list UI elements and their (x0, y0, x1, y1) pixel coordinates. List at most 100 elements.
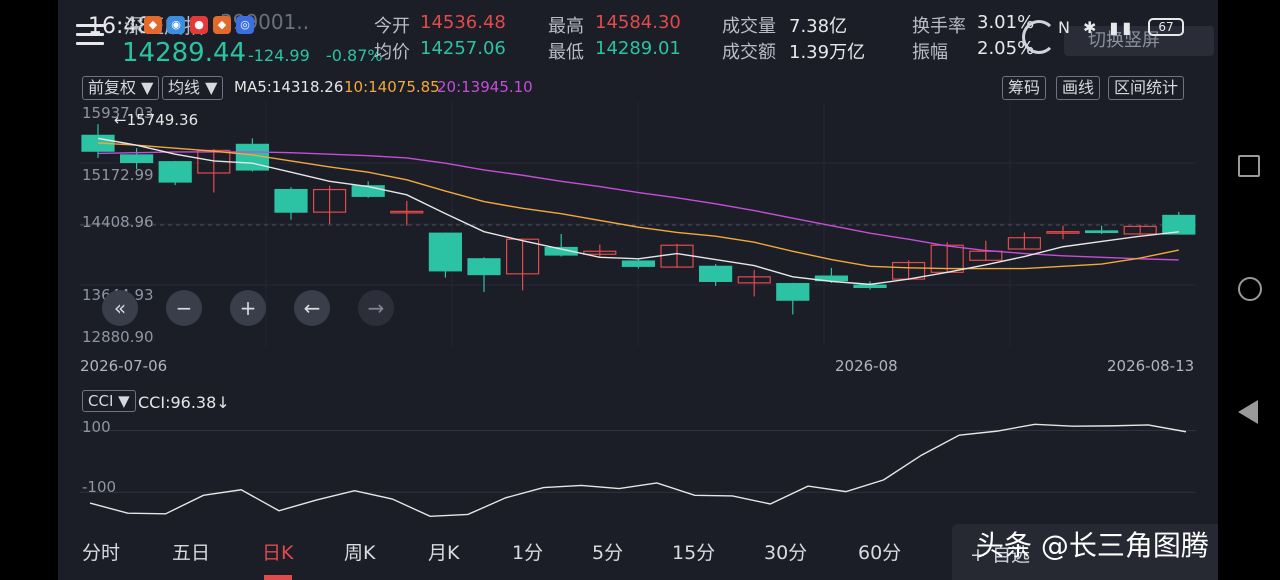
tab-5min[interactable]: 5分 (592, 542, 624, 564)
high-marker: ←15749.36 (114, 111, 199, 129)
ma-select[interactable]: 均线 ▼ (162, 76, 224, 100)
y-tick-label: 15937.03 (82, 104, 154, 122)
candle-down (158, 161, 192, 183)
turnover-label: 换手率 (912, 16, 966, 37)
candle-down (698, 265, 733, 282)
amplitude-label: 振幅 (912, 42, 948, 63)
menu-icon[interactable] (76, 24, 104, 48)
add-watchlist-button[interactable]: + 自选 (970, 544, 1030, 566)
cci-tick-label: 100 (82, 418, 111, 436)
y-tick-label: 14408.96 (82, 213, 154, 231)
tab-daily-k[interactable]: 日K (262, 542, 294, 564)
cci-tick-label: -100 (82, 478, 117, 496)
period-tabs: 分时 五日 日K 周K 月K 1分 5分 15分 30分 60分 (58, 528, 958, 580)
ma5-value: MA5:14318.26 (234, 78, 344, 96)
notification-icons: ◆ ◉ ● ◆ ◎ (144, 16, 254, 36)
tab-five-day[interactable]: 五日 (172, 542, 211, 564)
tab-30min[interactable]: 30分 (764, 542, 808, 564)
ma5-line (97, 137, 1179, 286)
candle-up (583, 250, 617, 255)
chat-notification-icon: ◎ (236, 16, 254, 34)
high-label: 最高 (548, 16, 584, 37)
tab-60min[interactable]: 60分 (858, 542, 902, 564)
candle-down (1084, 230, 1119, 234)
candle-up (506, 238, 540, 275)
tab-monthly-k[interactable]: 月K (428, 542, 460, 564)
zoom-in-button[interactable]: + (230, 290, 266, 326)
candle-up (1007, 237, 1042, 250)
indicator-select[interactable]: CCI ▼ (82, 390, 136, 412)
ma20-value: 20:13945.10 (437, 78, 533, 96)
ma10-line (97, 142, 1179, 270)
candle-up (1123, 225, 1157, 235)
candle-down (467, 258, 501, 276)
kline-chart[interactable] (80, 102, 1196, 346)
open-value: 14536.48 (420, 12, 506, 33)
refresh-icon[interactable] (1022, 20, 1056, 54)
candle-down (274, 188, 308, 213)
adjust-select[interactable]: 前复权 ▼ (82, 76, 160, 100)
active-tab-indicator (264, 575, 292, 580)
date-start: 2026-07-06 (80, 357, 168, 375)
candle-down (544, 246, 578, 256)
candle-down (776, 283, 810, 301)
low-label: 最低 (548, 42, 584, 63)
last-price: 14289.44 (122, 38, 247, 68)
zoom-out-button[interactable]: − (166, 290, 202, 326)
candle-down (1162, 214, 1196, 235)
amount-value: 1.39万亿 (789, 42, 866, 63)
recent-apps-icon[interactable] (1238, 155, 1260, 177)
candle-up (1046, 231, 1080, 234)
candle-down (351, 185, 385, 197)
candle-up (737, 276, 771, 284)
date-end: 2026-08-13 (1107, 357, 1195, 375)
tab-1min[interactable]: 1分 (512, 542, 544, 564)
volume-label: 成交量 (722, 16, 776, 37)
avg-value: 14257.06 (420, 38, 506, 59)
watermark: 头条 @长三角图腾 (976, 529, 1209, 562)
price-change: -124.99 (248, 46, 310, 65)
ma10-value: 10:14075.85 (344, 78, 440, 96)
signal-icons: N ✱ ▮▮ (1058, 18, 1136, 37)
cci-chart[interactable] (80, 412, 1196, 520)
candle-up (390, 210, 424, 214)
ma20-line (97, 151, 1179, 261)
app-notification-icon: ◆ (144, 16, 162, 34)
candle-down (814, 275, 849, 282)
scroll-left-button[interactable]: ← (294, 290, 330, 326)
draw-line-button[interactable]: 画线 (1056, 76, 1101, 100)
home-icon[interactable] (1238, 277, 1262, 301)
scroll-right-button[interactable]: → (358, 290, 394, 326)
zoom-out-fast-button[interactable]: « (102, 290, 138, 326)
high-value: 14584.30 (595, 12, 681, 33)
add-watchlist-bar (952, 524, 1218, 580)
shop-notification-icon: ● (190, 16, 208, 34)
range-stats-button[interactable]: 区间统计 (1108, 76, 1185, 100)
date-mid: 2026-08 (835, 357, 898, 375)
tab-intraday[interactable]: 分时 (82, 542, 121, 564)
app-notification-icon: ◆ (213, 16, 231, 34)
tab-weekly-k[interactable]: 周K (344, 542, 376, 564)
switch-portrait-button[interactable]: 切换竖屏 (1064, 26, 1214, 56)
status-time: 16:48 (88, 14, 152, 39)
tab-15min[interactable]: 15分 (672, 542, 716, 564)
low-value: 14289.01 (595, 38, 681, 59)
candle-down (119, 154, 154, 164)
turnover-value: 3.01% (977, 12, 1035, 33)
cci-value: CCI:96.38↓ (138, 393, 230, 412)
chips-button[interactable]: 筹码 (1002, 76, 1047, 100)
candle-up (969, 250, 1003, 261)
candle-down (428, 232, 462, 272)
volume-value: 7.38亿 (789, 16, 848, 37)
back-icon[interactable] (1238, 400, 1258, 424)
y-tick-label: 15172.99 (82, 166, 154, 184)
candle-down (621, 260, 656, 267)
cci-line (89, 423, 1187, 518)
y-tick-label: 12880.90 (82, 328, 154, 346)
amount-label: 成交额 (722, 42, 776, 63)
candle-up (313, 188, 347, 213)
browser-notification-icon: ◉ (167, 16, 185, 34)
index-code: 399001.. (220, 10, 310, 34)
open-label: 今开 (374, 16, 410, 37)
candle-down (853, 284, 887, 288)
